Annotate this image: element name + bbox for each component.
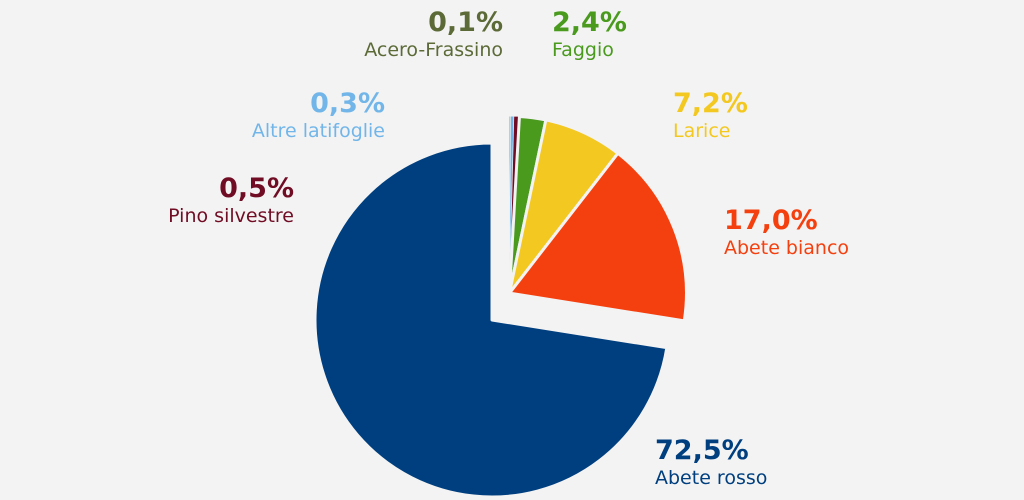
name-label-acero-frassino: Acero-Frassino <box>364 39 503 61</box>
name-label-pino-silvestre: Pino silvestre <box>168 205 294 227</box>
name-label-altre-latifoglie: Altre latifoglie <box>252 120 385 142</box>
name-label-faggio: Faggio <box>552 39 614 61</box>
value-label-abete-bianco: 17,0% <box>724 205 818 236</box>
label-pino-silvestre: 0,5% Pino silvestre <box>168 173 294 227</box>
name-label-abete-bianco: Abete bianco <box>724 237 849 259</box>
name-label-larice: Larice <box>673 120 730 142</box>
slice-abete-rosso <box>313 141 669 499</box>
pie-slices <box>313 114 688 499</box>
value-label-pino-silvestre: 0,5% <box>219 173 294 204</box>
label-abete-rosso: 72,5% Abete rosso <box>655 435 767 489</box>
value-label-faggio: 2,4% <box>552 7 627 38</box>
value-label-altre-latifoglie: 0,3% <box>310 88 385 119</box>
label-larice: 7,2% Larice <box>673 88 748 142</box>
label-faggio: 2,4% Faggio <box>552 7 627 61</box>
label-abete-bianco: 17,0% Abete bianco <box>724 205 849 259</box>
value-label-acero-frassino: 0,1% <box>428 7 503 38</box>
slice-abete-bianco <box>507 151 688 323</box>
label-acero-frassino: 0,1% Acero-Frassino <box>364 7 503 61</box>
label-altre-latifoglie: 0,3% Altre latifoglie <box>252 88 385 142</box>
value-label-abete-rosso: 72,5% <box>655 435 749 466</box>
name-label-abete-rosso: Abete rosso <box>655 467 767 489</box>
value-label-larice: 7,2% <box>673 88 748 119</box>
